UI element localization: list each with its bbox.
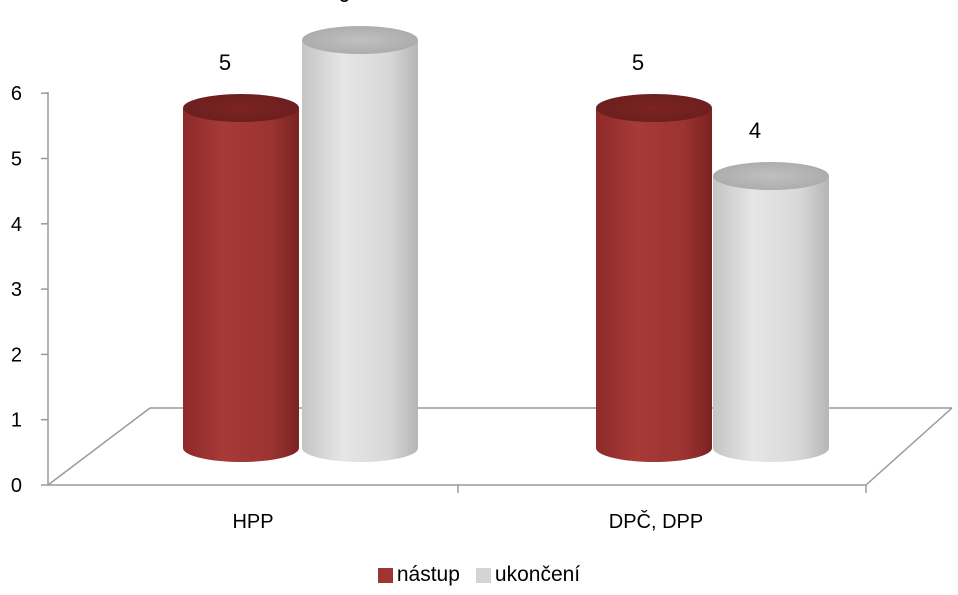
y-tick-label: 3 [11, 279, 22, 301]
cylinder-body [302, 40, 418, 462]
legend-label-nastup: nástup [396, 563, 460, 586]
cylinder-body [183, 108, 299, 462]
legend: nástup ukončení [0, 563, 958, 587]
cylinder-body [596, 108, 712, 462]
y-tick-label: 4 [11, 214, 22, 236]
cylinder-top [596, 94, 712, 122]
bar-ukonceni-hpp [302, 26, 418, 462]
floor-left-edge [47, 407, 151, 486]
y-tick-label: 2 [11, 344, 22, 366]
data-label: 5 [632, 50, 644, 75]
legend-swatch-nastup [377, 567, 393, 583]
bar-ukonceni-dpc-dpp [713, 162, 829, 462]
category-label: HPP [232, 511, 273, 533]
y-tick-label: 6 [11, 83, 22, 105]
category-label: DPČ, DPP [609, 510, 703, 533]
data-label: 4 [749, 118, 761, 143]
cylinder-top [713, 162, 829, 190]
bar-nastup-hpp [183, 94, 299, 462]
cylinder-top [302, 26, 418, 54]
bar-nastup-dpc-dpp [596, 94, 712, 462]
y-tick-label: 5 [11, 149, 22, 171]
legend-item-ukonceni: ukončení [475, 563, 581, 587]
cylinder-top [183, 94, 299, 122]
legend-label-ukonceni: ukončení [494, 563, 581, 586]
cylinder-body [713, 176, 829, 462]
legend-swatch-ukonceni [475, 567, 491, 583]
y-tick-label: 0 [11, 475, 22, 497]
y-tick-label: 1 [11, 410, 22, 432]
data-label: 5 [219, 50, 231, 75]
floor-right-edge [865, 407, 953, 486]
legend-item-nastup: nástup [377, 563, 460, 587]
data-label: 6 [338, 0, 350, 7]
